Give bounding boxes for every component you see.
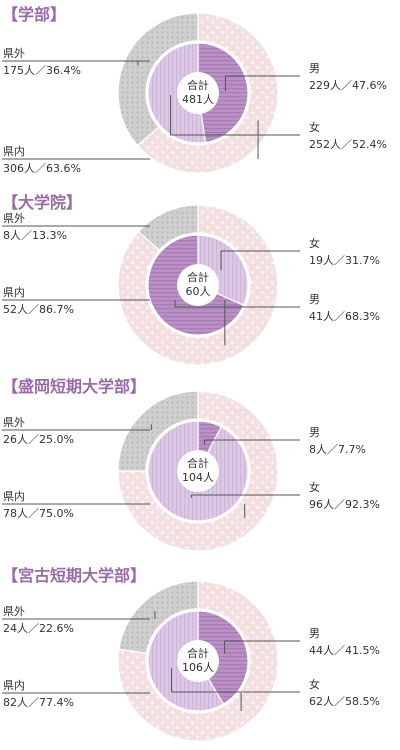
label-value-female: 62人／58.5% xyxy=(309,695,380,708)
label-value-outside-prefecture: 8人／13.3% xyxy=(3,229,67,242)
label-value-outside-prefecture: 175人／36.4% xyxy=(3,64,81,77)
center-total-value: 106人 xyxy=(182,661,214,674)
label-name-male: 男 xyxy=(309,627,320,640)
label-value-inside-prefecture: 78人／75.0% xyxy=(3,507,74,520)
center-total-value: 481人 xyxy=(182,93,214,106)
center-total-label: 合計 xyxy=(187,456,209,470)
label-name-outside-prefecture: 県外 xyxy=(3,605,25,618)
center-hole xyxy=(177,72,219,114)
center-total-label: 合計 xyxy=(187,646,209,660)
inner-pie-slice-male xyxy=(197,610,249,705)
center-total-value: 60人 xyxy=(186,285,211,298)
label-name-male: 男 xyxy=(309,426,320,439)
chart-title: 【学部】 xyxy=(2,5,66,24)
center-hole xyxy=(177,264,219,306)
label-value-female: 96人／92.3% xyxy=(309,498,380,511)
inner-pie-slice-male xyxy=(197,42,249,144)
label-value-female: 252人／52.4% xyxy=(309,138,387,151)
label-name-inside-prefecture: 県内 xyxy=(3,678,25,692)
label-name-inside-prefecture: 県内 xyxy=(3,144,25,158)
label-name-male: 男 xyxy=(309,293,320,306)
center-total-label: 合計 xyxy=(187,78,209,92)
label-value-outside-prefecture: 26人／25.0% xyxy=(3,433,74,446)
label-name-outside-prefecture: 県外 xyxy=(3,47,25,60)
center-total-label: 合計 xyxy=(187,270,209,284)
label-value-male: 41人／68.3% xyxy=(309,310,380,323)
label-value-female: 19人／31.7% xyxy=(309,254,380,267)
label-value-inside-prefecture: 82人／77.4% xyxy=(3,696,74,709)
label-name-male: 男 xyxy=(309,62,320,75)
center-total-value: 104人 xyxy=(182,471,214,484)
inner-pie-slice-female xyxy=(147,42,207,144)
label-name-inside-prefecture: 県内 xyxy=(3,285,25,299)
outer-ring-slice-outside-prefecture xyxy=(117,12,199,147)
label-name-outside-prefecture: 県外 xyxy=(3,212,25,225)
label-value-inside-prefecture: 306人／63.6% xyxy=(3,162,81,175)
outer-ring-slice-inside-prefecture xyxy=(117,580,279,742)
label-name-female: 女 xyxy=(309,120,320,134)
label-value-male: 44人／41.5% xyxy=(309,644,380,657)
label-value-inside-prefecture: 52人／86.7% xyxy=(3,303,74,316)
chart-title: 【盛岡短期大学部】 xyxy=(2,377,146,396)
label-name-outside-prefecture: 県外 xyxy=(3,416,25,429)
label-value-male: 229人／47.6% xyxy=(309,79,387,92)
label-name-female: 女 xyxy=(309,236,320,250)
outer-ring-slice-inside-prefecture xyxy=(117,204,279,366)
label-value-male: 8人／7.7% xyxy=(309,443,366,456)
center-hole xyxy=(177,640,219,682)
label-name-female: 女 xyxy=(309,480,320,494)
outer-ring-slice-inside-prefecture xyxy=(136,12,279,174)
outer-ring-slice-inside-prefecture xyxy=(117,390,279,552)
label-name-inside-prefecture: 県内 xyxy=(3,489,25,503)
label-value-outside-prefecture: 24人／22.6% xyxy=(3,622,74,635)
label-name-female: 女 xyxy=(309,677,320,691)
chart-title: 【宮古短期大学部】 xyxy=(2,566,146,585)
chart-title: 【大学院】 xyxy=(2,193,82,212)
center-hole xyxy=(177,450,219,492)
